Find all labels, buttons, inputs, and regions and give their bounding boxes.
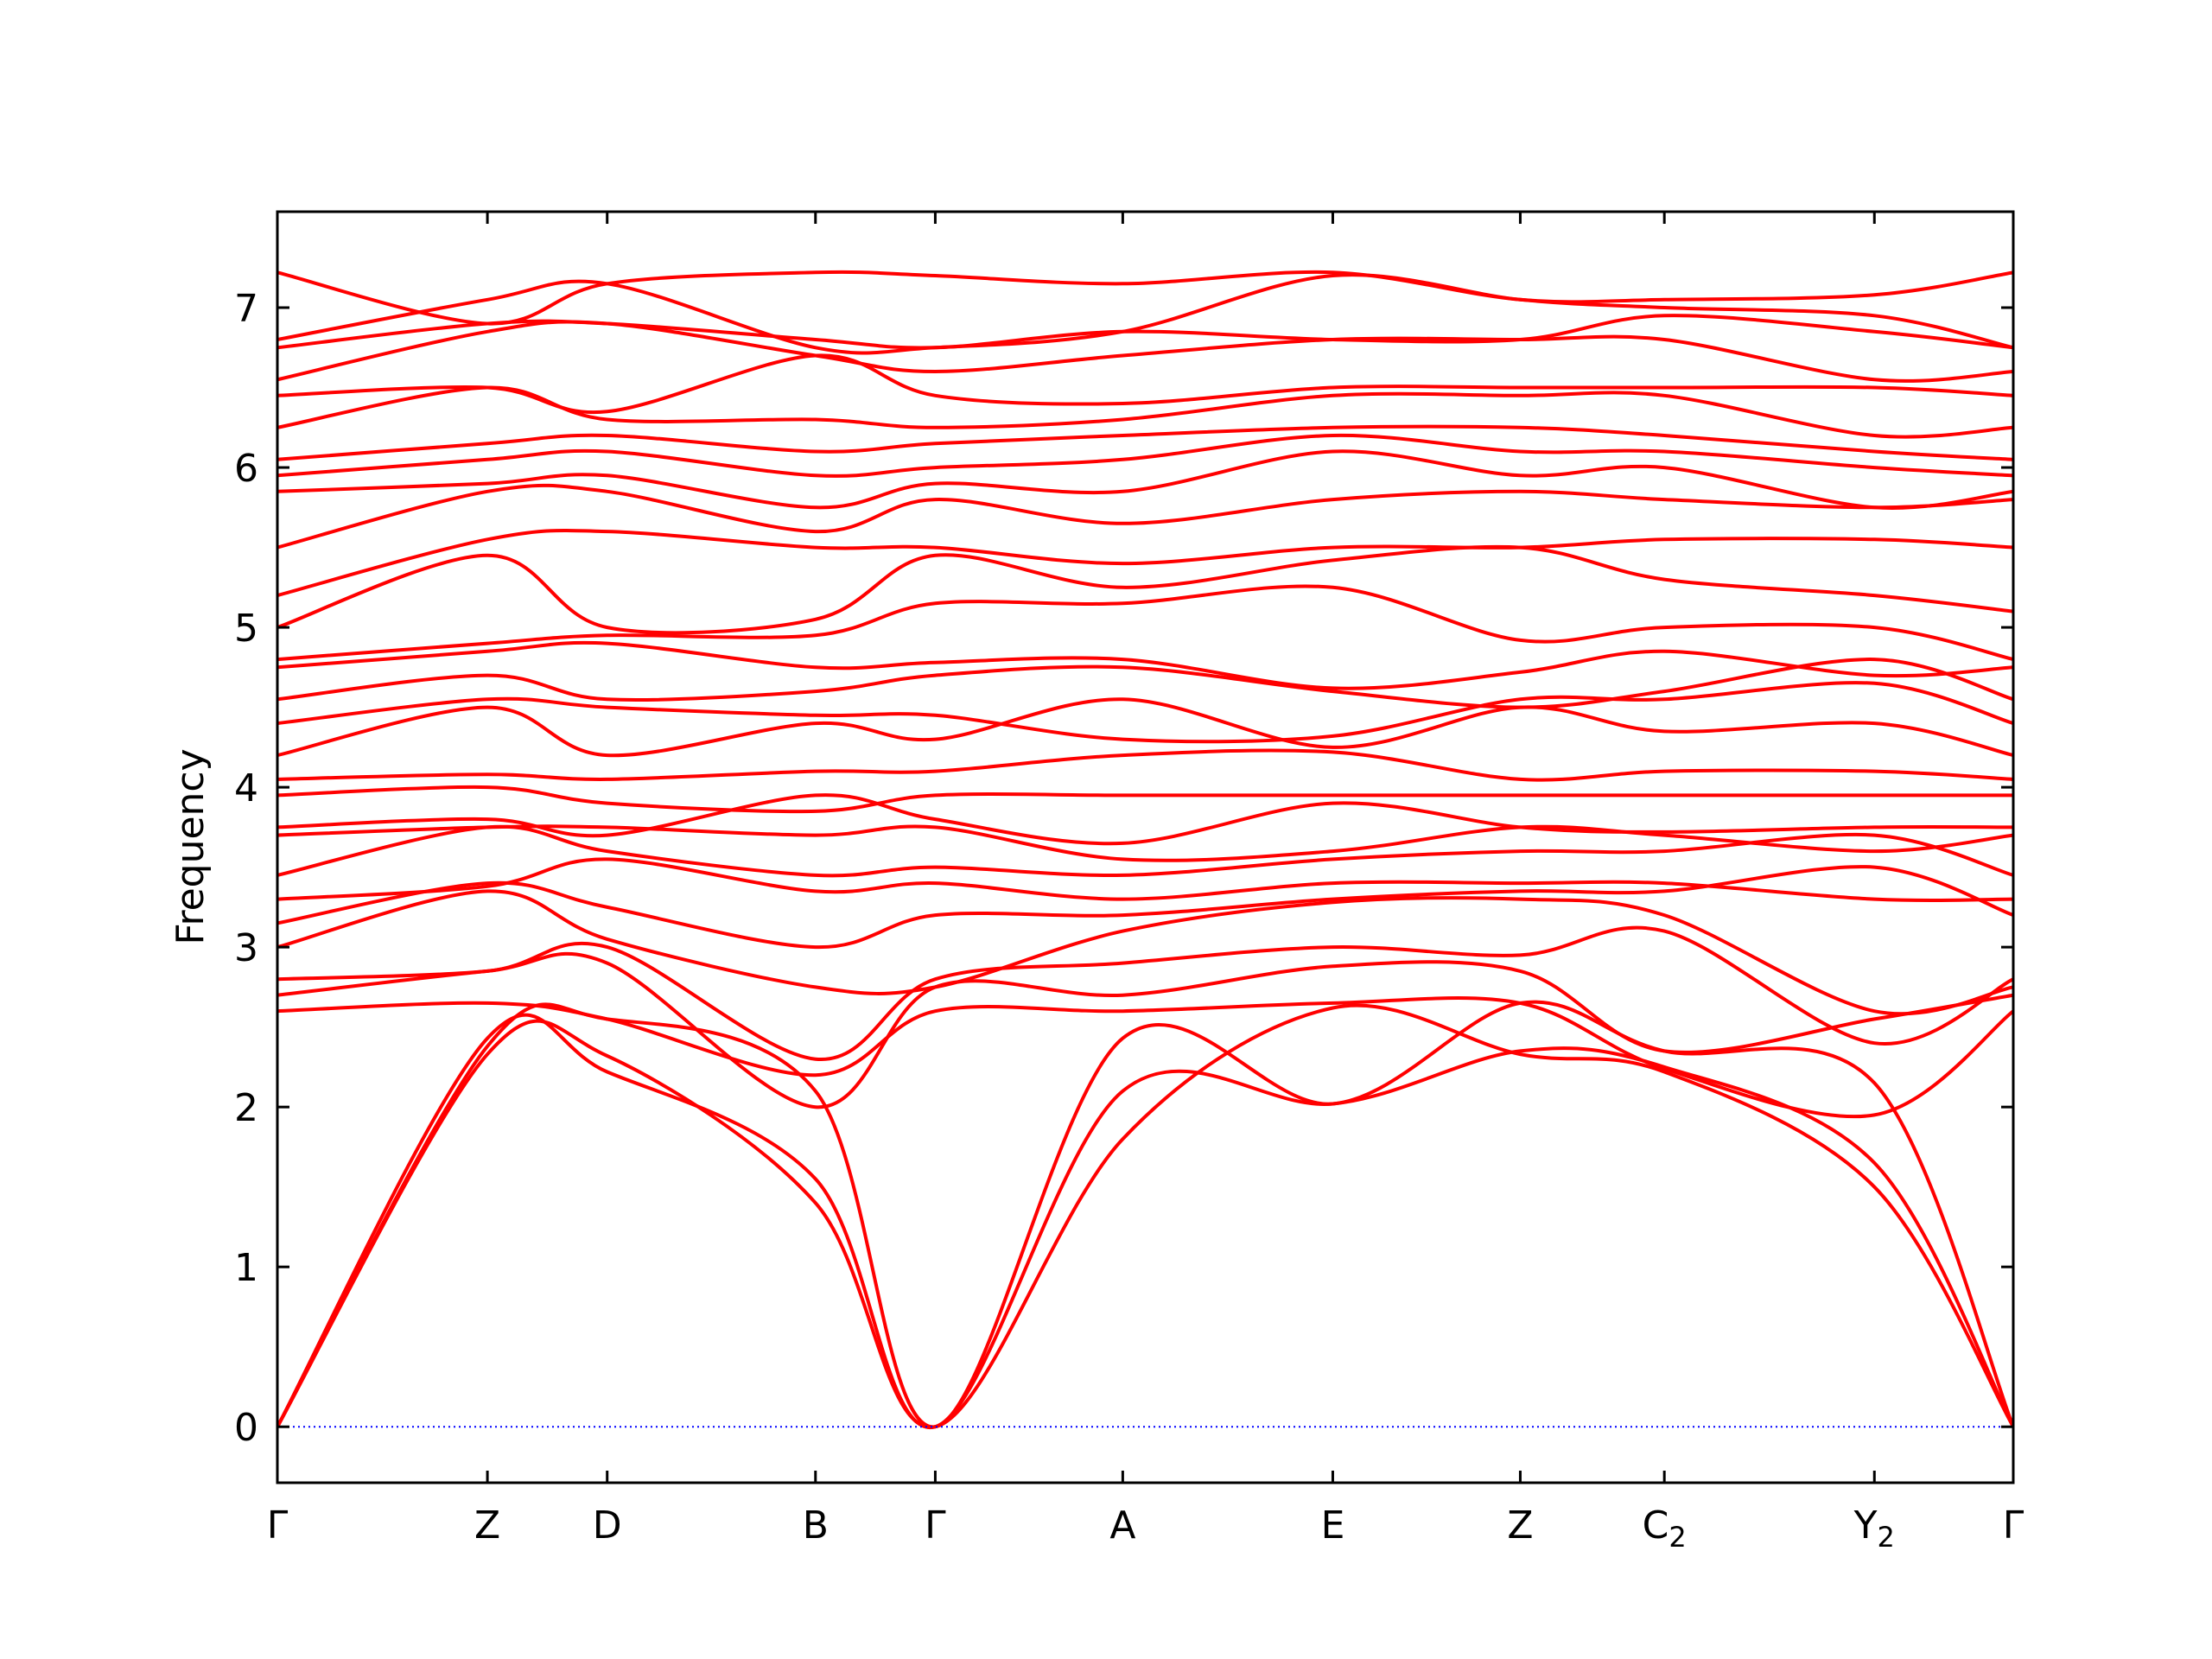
y-tick-label: 5 <box>234 607 258 651</box>
band-line-11 <box>277 824 2013 862</box>
band-line-19 <box>277 584 2013 662</box>
band-line-9 <box>277 857 2013 902</box>
band-line-4 <box>277 995 2013 1119</box>
series-group <box>277 270 2013 1429</box>
band-line-13 <box>277 785 2013 814</box>
band-line-3 <box>277 1000 2013 1429</box>
x-tick-label-5: Γ <box>925 1503 946 1548</box>
band-line-21 <box>277 529 2013 598</box>
plot-frame <box>276 210 2015 1484</box>
band-line-6 <box>277 925 2013 1061</box>
y-axis-ticks: 0 1 2 3 4 5 6 7 <box>234 287 2013 1450</box>
band-line-25 <box>277 424 2013 461</box>
y-tick-label: 1 <box>234 1246 258 1290</box>
band-line-22 <box>277 483 2013 550</box>
band-line-12 <box>277 793 2013 846</box>
band-line-31 <box>277 270 2013 326</box>
y-tick-label: 0 <box>234 1406 258 1450</box>
band-line-24 <box>277 433 2013 478</box>
band-line-2 <box>277 1013 2013 1429</box>
x-tick-label-4: B <box>803 1503 829 1548</box>
band-line-15 <box>277 697 2013 758</box>
x-tick-label-3: D <box>593 1503 622 1548</box>
band-line-14 <box>277 748 2013 782</box>
y-tick-label: 6 <box>234 447 258 491</box>
band-line-23 <box>277 449 2013 510</box>
band-line-20 <box>277 544 2013 635</box>
band-line-7 <box>277 889 2013 1016</box>
x-tick-label-6: A <box>1109 1503 1135 1548</box>
band-line-18 <box>277 640 2013 690</box>
x-tick-label-8: Z <box>1507 1503 1533 1548</box>
y-tick-label: 7 <box>234 287 258 331</box>
x-tick-label-1: Γ <box>267 1503 289 1548</box>
band-line-30 <box>277 273 2013 355</box>
band-line-17 <box>277 658 2013 709</box>
x-tick-label-7: E <box>1321 1503 1345 1548</box>
y-axis-label: Frequency <box>168 748 213 944</box>
band-line-27 <box>277 353 2013 415</box>
y-tick-label: 4 <box>234 766 258 810</box>
band-line-8 <box>277 865 2013 950</box>
x-tick-label-11: Γ <box>2003 1503 2024 1548</box>
band-line-5 <box>277 951 2013 1109</box>
y-tick-label: 2 <box>234 1086 258 1130</box>
x-tick-label-2: Z <box>474 1503 500 1548</box>
y-tick-label: 3 <box>234 926 258 970</box>
band-line-10 <box>277 824 2013 878</box>
band-line-16 <box>277 681 2013 744</box>
